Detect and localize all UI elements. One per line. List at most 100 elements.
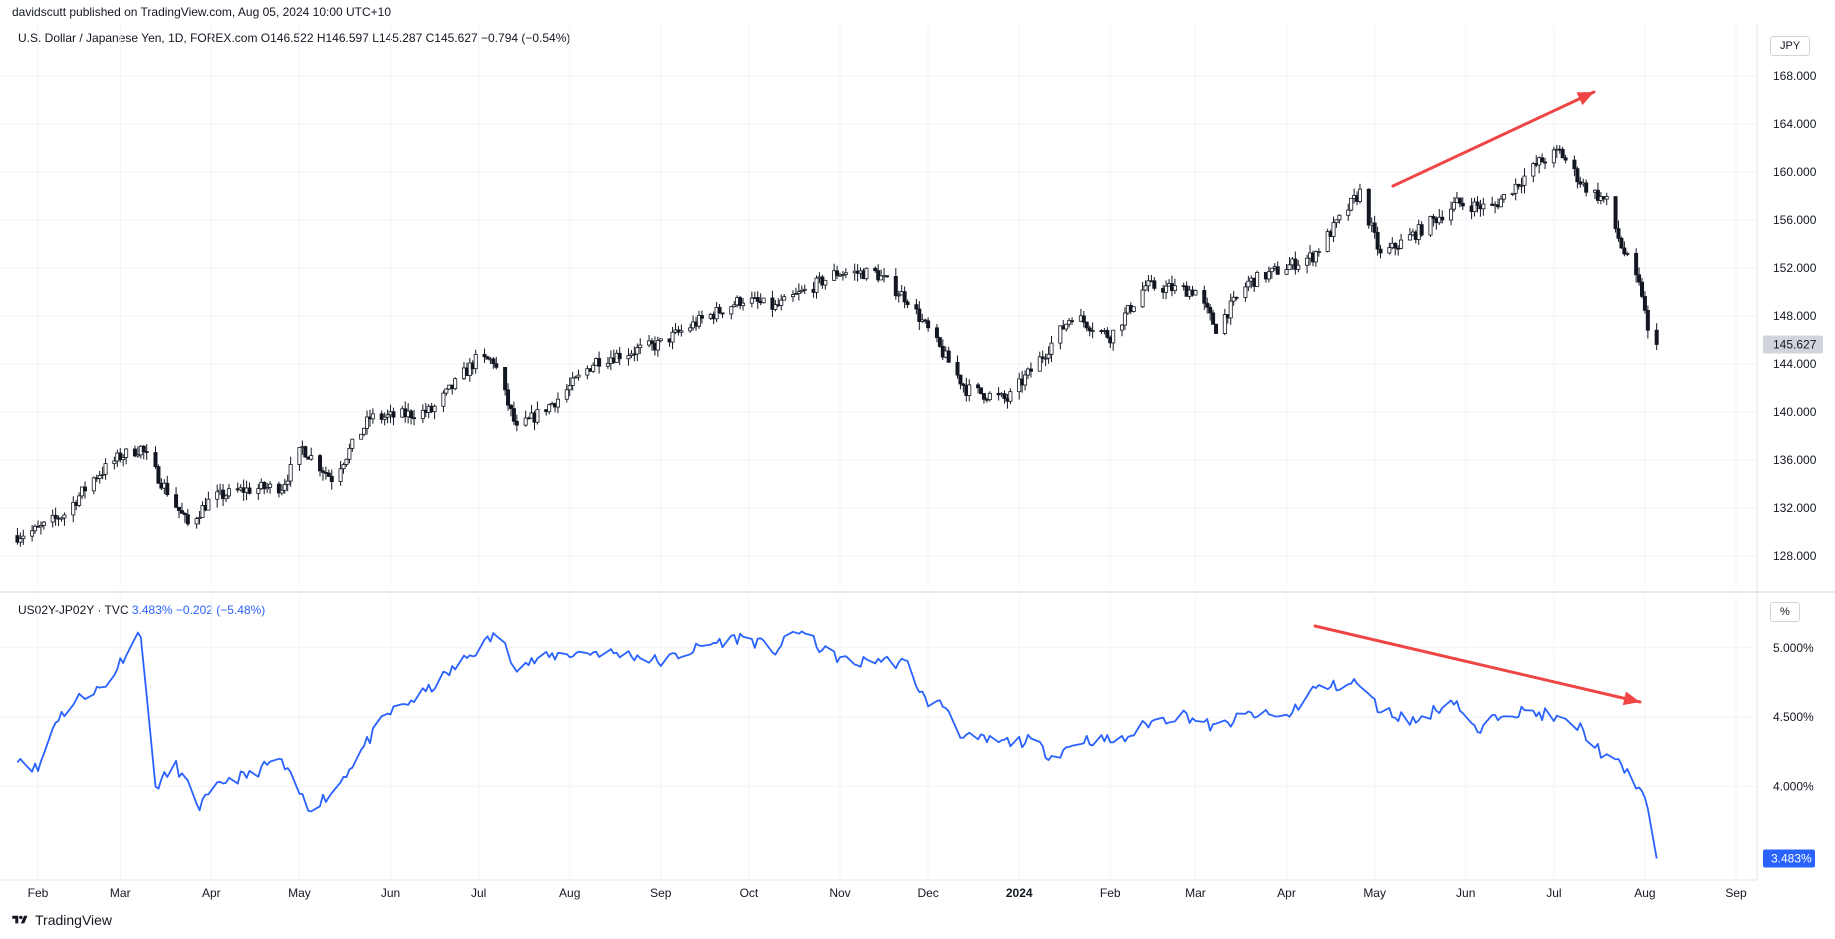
candle-body — [344, 458, 349, 465]
candle-body — [362, 427, 367, 435]
candle-body — [961, 383, 966, 386]
candle-body — [350, 438, 355, 449]
y-tick-label: 132.000 — [1773, 501, 1817, 515]
candle-body — [262, 482, 267, 490]
candle-body — [958, 374, 963, 385]
y-tick-label: 140.000 — [1773, 405, 1817, 419]
candle-body — [1087, 327, 1092, 332]
candle-body — [840, 274, 845, 276]
y-tick-label: 4.000% — [1773, 780, 1814, 794]
candle-body — [1513, 183, 1518, 194]
candle-body — [91, 477, 96, 492]
candle-body — [1316, 251, 1321, 253]
y-tick-label: 128.000 — [1773, 549, 1817, 563]
spread-legend: US02Y-JP02Y · TVC 3.483% −0.202 (−5.48%) — [18, 603, 265, 617]
candle-body — [80, 486, 85, 497]
candle-body — [1543, 161, 1548, 164]
candle-body — [1387, 247, 1392, 254]
x-tick-label: Jul — [471, 886, 486, 900]
candle-body — [796, 291, 801, 294]
candle-body — [670, 331, 675, 343]
candle-body — [30, 530, 35, 537]
candle-body — [1040, 356, 1045, 359]
candle-body — [1214, 323, 1219, 334]
candle-body — [902, 291, 907, 303]
spread-symbol: US02Y-JP02Y · TVC — [18, 603, 129, 617]
spread-unit-button[interactable]: % — [1770, 602, 1800, 622]
candle-body — [467, 362, 472, 376]
uptrend-arrow-head — [1576, 92, 1594, 106]
candle-body — [773, 304, 778, 310]
candle-body — [41, 521, 46, 526]
last-spread-label: 3.483% — [1771, 851, 1812, 865]
candle-body — [955, 361, 960, 376]
candle-body — [200, 505, 205, 518]
candle-body — [100, 473, 105, 476]
candle-body — [1595, 189, 1600, 201]
candle-body — [741, 302, 746, 307]
candle-body — [1451, 202, 1456, 210]
price-symbol: U.S. Dollar / Japanese Yen, 1D, FOREX.co… — [18, 31, 258, 45]
y-tick-label: 5.000% — [1773, 641, 1814, 655]
candle-body — [649, 340, 654, 344]
x-tick-label: May — [288, 886, 311, 900]
x-tick-label: 2024 — [1006, 886, 1033, 900]
candle-body — [814, 277, 819, 293]
candle-body — [441, 392, 446, 407]
candle-body — [326, 472, 331, 477]
candle-body — [338, 468, 343, 482]
y-tick-label: 144.000 — [1773, 357, 1817, 371]
candle-body — [347, 447, 352, 460]
candle-body — [473, 353, 478, 370]
candle-body — [1205, 302, 1210, 308]
candle-body — [432, 405, 437, 413]
downtrend-arrow — [1313, 624, 1642, 704]
candle-body — [967, 384, 972, 396]
candle-body — [864, 267, 869, 280]
candle-body — [1243, 286, 1248, 298]
candle-body — [1637, 274, 1642, 283]
candle-body — [905, 301, 910, 306]
candle-body — [382, 416, 387, 420]
candle-body — [1084, 321, 1089, 329]
candle-body — [1231, 296, 1236, 302]
candle-body — [221, 489, 226, 500]
candle-body — [1337, 214, 1342, 221]
candle-body — [33, 525, 38, 532]
candle-body — [1540, 157, 1545, 163]
candle-body — [696, 315, 701, 327]
candle-body — [638, 344, 643, 349]
candle-body — [1475, 201, 1480, 206]
spread-change: −0.202 (−5.48%) — [175, 603, 266, 617]
candle-body — [288, 464, 293, 482]
x-tick-label: Aug — [1634, 886, 1655, 900]
candle-body — [485, 356, 490, 360]
candle-body — [1349, 197, 1354, 211]
candle-body — [1064, 323, 1069, 330]
candle-body — [21, 535, 26, 539]
candle-body — [761, 297, 766, 304]
candle-body — [1081, 315, 1086, 323]
candle-body — [59, 517, 64, 520]
candle-body — [729, 306, 734, 315]
annotation-arrows — [1313, 90, 1642, 706]
candle-body — [121, 457, 126, 461]
candle-body — [720, 312, 725, 315]
candle-body — [655, 340, 660, 351]
x-tick-label: Nov — [829, 886, 850, 900]
x-tick-label: Sep — [650, 886, 672, 900]
candle-body — [97, 475, 102, 479]
candle-body — [494, 363, 499, 368]
candle-body — [1164, 285, 1169, 293]
downtrend-arrow-head — [1622, 691, 1640, 706]
candle-body — [62, 514, 67, 519]
candle-body — [914, 304, 919, 310]
candle-body — [1419, 224, 1424, 236]
candle-body — [755, 297, 760, 302]
candle-body — [1399, 239, 1404, 249]
candle-body — [1634, 253, 1639, 276]
price-unit-button[interactable]: JPY — [1770, 36, 1811, 56]
candle-body — [1654, 329, 1659, 345]
candle-body — [508, 404, 513, 409]
